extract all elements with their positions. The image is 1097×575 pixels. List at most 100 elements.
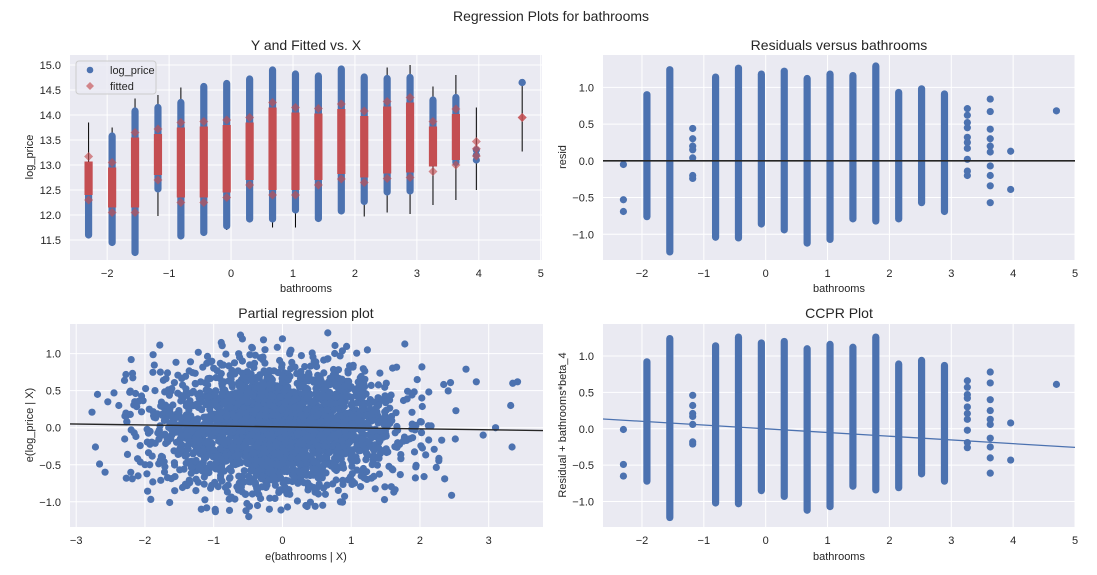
scatter-point (271, 450, 279, 458)
x-tick-label: −1 (207, 535, 220, 547)
scatter-point (372, 453, 380, 461)
scatter-point (209, 423, 217, 431)
scatter-point (167, 475, 175, 483)
x-tick-label: −1 (698, 268, 711, 280)
scatter-point (235, 472, 243, 480)
y-tick-label: −0.5 (572, 193, 594, 205)
scatter-point (353, 466, 361, 474)
scatter-point (248, 416, 256, 424)
residual-point (986, 434, 994, 442)
scatter-point (373, 408, 381, 416)
scatter-point (294, 479, 302, 487)
scatter-point (435, 454, 443, 462)
fitted-point (405, 173, 415, 182)
scatter-point (376, 369, 384, 377)
scatter-point (157, 476, 165, 484)
scatter-point (226, 403, 234, 411)
scatter-point (122, 474, 130, 482)
scatter-point (198, 467, 206, 475)
scatter-point (296, 460, 304, 469)
scatter-point (123, 417, 131, 426)
scatter-point (242, 507, 250, 515)
residual-point (689, 174, 697, 183)
y-tick-label: 11.5 (40, 235, 61, 247)
scatter-point (424, 422, 432, 430)
scatter-point (401, 340, 409, 348)
scatter-point (347, 401, 355, 409)
scatter-point (165, 410, 173, 418)
scatter-point (358, 435, 366, 443)
fitted-point (153, 175, 163, 185)
scatter-point (357, 483, 365, 491)
scatter-point (307, 362, 315, 370)
scatter-point (462, 365, 470, 373)
scatter-point (273, 343, 281, 351)
scatter-point (171, 487, 179, 495)
fitted-point (130, 208, 140, 217)
y-tick-label: 0.0 (579, 424, 594, 436)
residual-point (963, 394, 971, 402)
x-tick-label: 5 (1072, 535, 1078, 547)
scatter-point (451, 435, 459, 443)
residual-point (986, 415, 994, 423)
scatter-point (375, 470, 383, 478)
scatter-point (225, 495, 233, 503)
scatter-point (311, 502, 319, 510)
scatter-point (359, 386, 367, 394)
scatter-point (155, 429, 163, 437)
scatter-point (123, 411, 131, 420)
scatter-point (245, 472, 253, 480)
scatter-point (162, 375, 170, 383)
scatter-point (274, 384, 282, 392)
scatter-point (265, 381, 273, 389)
scatter-point (229, 443, 237, 451)
residual-point (963, 383, 971, 391)
fitted-point (405, 93, 415, 102)
scatter-point (412, 463, 420, 471)
x-tick-label: 1 (348, 535, 354, 547)
scatter-point (368, 427, 377, 435)
scatter-point (348, 431, 357, 440)
scatter-point (418, 402, 426, 411)
fitted-point (199, 198, 209, 207)
residual-point (963, 171, 971, 180)
scatter-point (417, 442, 425, 450)
scatter-point (197, 378, 205, 386)
scatter-point (264, 456, 272, 465)
scatter-point (368, 461, 376, 469)
scatter-point (348, 462, 356, 470)
legend-marker-diamond (86, 82, 94, 90)
scatter-point (383, 448, 391, 457)
scatter-point (247, 370, 255, 378)
scatter-point (242, 438, 250, 446)
scatter-point (334, 422, 342, 430)
scatter-point (448, 491, 456, 499)
residual-point (963, 124, 971, 132)
scatter-point (297, 352, 305, 360)
scatter-point (285, 419, 293, 427)
ccpr-fit-line (603, 418, 1075, 449)
scatter-point (225, 474, 234, 482)
scatter-point (120, 376, 129, 384)
scatter-point (311, 488, 319, 496)
y-tick-label: 14.0 (40, 110, 61, 122)
scatter-point (271, 481, 279, 489)
residual-point (963, 133, 971, 141)
scatter-point (253, 484, 261, 492)
y-axis-label: Residual + bathrooms*beta_4 (557, 352, 569, 497)
scatter-point (513, 378, 522, 386)
scatter-point (248, 431, 256, 439)
scatter-point (281, 400, 289, 408)
scatter-point (188, 427, 196, 435)
scatter-point (156, 341, 164, 349)
x-axis-label: bathrooms (813, 283, 865, 295)
scatter-point (126, 388, 134, 396)
scatter-point (199, 363, 207, 371)
residual-point (986, 171, 994, 180)
scatter-point (338, 347, 346, 355)
scatter-point (115, 401, 123, 410)
scatter-point (123, 450, 132, 458)
scatter-point (479, 431, 487, 439)
x-tick-label: −2 (636, 268, 649, 280)
